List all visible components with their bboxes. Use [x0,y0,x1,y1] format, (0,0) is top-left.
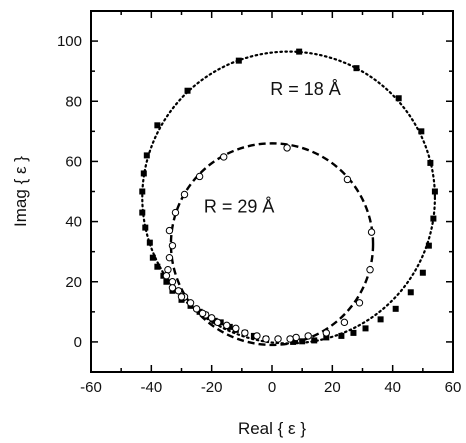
circle-marker [355,299,364,307]
square-marker [323,334,330,341]
fit-curve-dotted [141,50,437,345]
square-marker [163,278,170,285]
x-tick-label: -20 [201,379,223,396]
square-marker [392,305,399,312]
circle-marker [165,226,174,235]
x-tick-label: 0 [268,379,276,396]
circle-marker [186,299,195,307]
square-marker [149,254,156,261]
square-marker [419,269,426,276]
y-tick-label: 60 [65,153,82,170]
circle-marker [274,335,282,343]
square-marker [353,65,360,72]
circle-marker [192,305,201,313]
circle-marker [162,272,171,280]
x-tick-label: -60 [80,379,102,396]
square-marker [362,325,369,332]
data-markers [139,48,438,345]
square-marker [311,337,318,344]
plot-frame [90,10,454,373]
annotation-r29: R = 29 Å [204,197,275,217]
circle-marker [343,175,352,184]
circle-marker [168,278,177,286]
circle-marker [241,329,249,337]
square-marker [235,57,242,64]
square-marker [184,87,191,94]
circle-marker [174,287,183,295]
circle-marker [195,172,204,181]
y-tick-label: 80 [65,93,82,110]
y-axis-label: Imag { ε } [11,156,30,227]
circle-marker [286,335,294,343]
circle-marker [168,241,177,250]
square-marker [338,332,345,339]
circle-marker [340,318,349,327]
square-marker [296,48,303,55]
square-marker [395,95,402,102]
fit-curves [141,50,437,347]
square-marker [377,316,384,323]
square-marker [299,338,306,345]
circle-marker [168,284,177,292]
square-marker [430,215,437,222]
circle-marker [220,153,228,161]
square-marker [418,128,425,135]
square-marker [154,122,161,129]
y-tick-label: 20 [65,274,82,291]
circle-marker [304,332,312,340]
y-tick-label: 0 [74,334,82,351]
square-marker [290,338,297,345]
square-marker [140,170,147,177]
circle-marker [214,318,222,327]
fit-curve-dashed [169,142,375,347]
circle-marker [207,314,216,322]
square-marker [431,188,438,195]
circle-marker [292,333,300,342]
x-tick-label: -40 [140,379,162,396]
circle-marker [262,335,270,343]
square-marker [143,152,150,159]
circle-marker [164,266,172,274]
square-marker [425,242,432,249]
circle-marker [171,208,180,217]
square-marker [350,329,357,336]
square-marker [427,159,434,166]
circle-marker [165,253,174,262]
x-tick-label: 40 [384,379,401,396]
circle-marker [180,190,189,199]
annotation-r18: R = 18 Å [270,79,341,99]
circle-marker [223,321,231,330]
circle-marker [367,228,376,236]
square-marker [154,263,161,270]
y-tick-label: 100 [57,33,82,50]
square-marker [142,224,149,231]
square-marker [146,239,153,246]
circle-marker [366,266,374,274]
circle-marker [283,144,291,152]
x-tick-label: 20 [324,379,341,396]
square-marker [407,289,414,296]
x-tick-label: 60 [445,379,462,396]
square-marker [139,188,146,195]
circle-marker [198,309,207,318]
circle-marker [232,324,240,333]
circle-marker [253,332,261,340]
circle-marker [322,329,330,337]
x-axis-label: Real { ε } [238,419,306,438]
circle-marker [177,293,186,301]
square-marker [139,209,146,216]
y-tick-label: 40 [65,214,82,231]
